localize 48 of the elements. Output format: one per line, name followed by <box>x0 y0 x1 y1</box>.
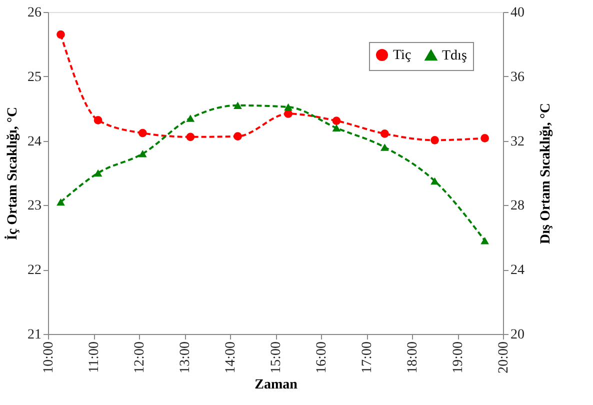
point <box>480 236 489 244</box>
point <box>430 177 439 185</box>
y2-tick-label: 40 <box>510 6 524 20</box>
x-tick-label: 19:00 <box>451 342 466 374</box>
legend-label: Tiç <box>393 48 412 63</box>
y2-tick-label: 20 <box>510 328 524 342</box>
x-tick-label: 20:00 <box>496 342 512 374</box>
point <box>430 136 439 144</box>
y-tick-label: 25 <box>28 70 42 85</box>
point <box>94 169 102 177</box>
point <box>186 114 195 122</box>
x-tick-label: 16:00 <box>314 342 330 374</box>
point <box>186 132 195 142</box>
y2-tick-label: 24 <box>510 263 524 278</box>
x-tick-label: 11:00 <box>87 342 102 373</box>
y-axis-title: İç Ortam Sıcaklığı, °C <box>4 106 20 240</box>
point <box>138 128 147 138</box>
x-tick-label: 13:00 <box>178 342 193 374</box>
x-tick-label: 17:00 <box>360 342 375 374</box>
y-tick-label: 21 <box>28 328 42 342</box>
x-tick-label: 14:00 <box>224 342 238 374</box>
point <box>234 102 242 110</box>
y-tick-label: 24 <box>28 134 42 150</box>
y-tick-label: 26 <box>28 6 42 20</box>
y2-tick-label: 28 <box>510 198 524 214</box>
y2-tick-label: 32 <box>510 134 524 150</box>
point <box>480 134 489 142</box>
y-tick-label: 22 <box>28 263 42 278</box>
point <box>234 132 242 140</box>
point <box>380 144 389 151</box>
point <box>94 116 102 124</box>
point <box>56 198 65 206</box>
legend-label: Tdış <box>442 48 467 64</box>
x-tick-label: 15:00 <box>269 342 284 374</box>
y2-tick-label: 36 <box>510 70 524 85</box>
point <box>284 110 292 118</box>
x-tick-label: 12:00 <box>132 342 148 374</box>
point <box>332 116 341 126</box>
x-axis-title: Zaman <box>254 377 298 392</box>
point <box>138 150 147 158</box>
point <box>284 103 292 111</box>
y-tick-label: 23 <box>28 198 42 214</box>
point <box>380 130 389 138</box>
x-tick-label: 10:00 <box>42 342 56 374</box>
x-tick-label: 18:00 <box>406 342 420 374</box>
point <box>332 124 341 132</box>
y2-axis-title: Dış Ortam Sıcaklığı, °C <box>538 103 554 244</box>
point <box>56 30 65 39</box>
